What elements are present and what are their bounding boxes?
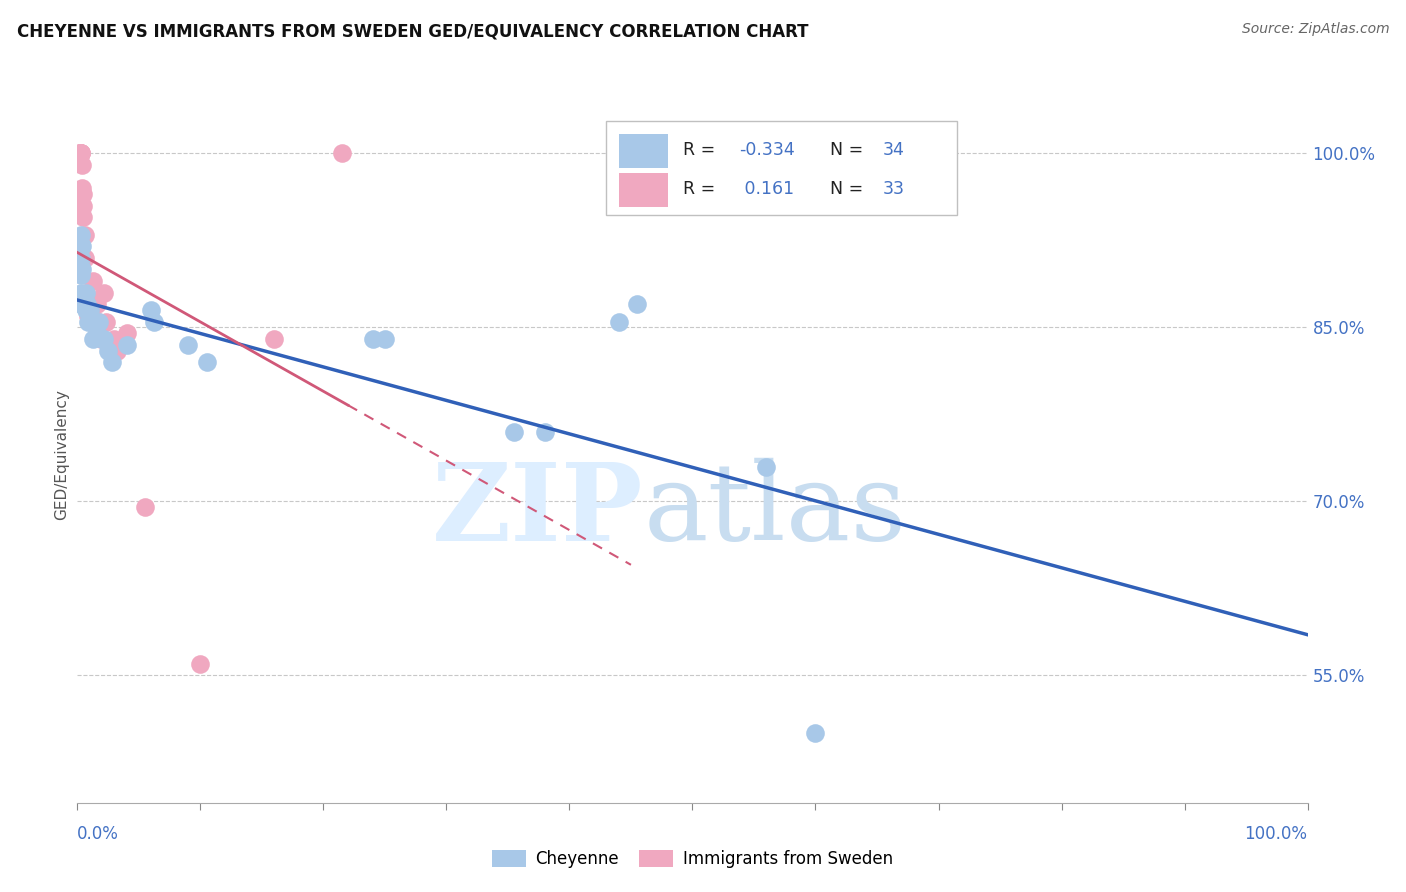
Text: -0.334: -0.334 bbox=[740, 141, 794, 159]
Point bbox=[70, 227, 93, 242]
Point bbox=[330, 146, 353, 161]
Point bbox=[195, 355, 218, 369]
Text: 100.0%: 100.0% bbox=[1244, 825, 1308, 843]
Point bbox=[134, 500, 156, 514]
Point bbox=[75, 285, 97, 300]
Text: CHEYENNE VS IMMIGRANTS FROM SWEDEN GED/EQUIVALENCY CORRELATION CHART: CHEYENNE VS IMMIGRANTS FROM SWEDEN GED/E… bbox=[17, 22, 808, 40]
Text: Source: ZipAtlas.com: Source: ZipAtlas.com bbox=[1241, 22, 1389, 37]
Point bbox=[361, 332, 384, 346]
Point bbox=[84, 315, 107, 329]
Text: R =: R = bbox=[683, 141, 720, 159]
Text: ZIP: ZIP bbox=[432, 458, 644, 564]
Point bbox=[115, 326, 138, 341]
Point bbox=[80, 315, 103, 329]
Point bbox=[503, 425, 526, 439]
Legend: Cheyenne, Immigrants from Sweden: Cheyenne, Immigrants from Sweden bbox=[485, 843, 900, 874]
Point bbox=[82, 315, 104, 329]
Point bbox=[77, 309, 100, 323]
Point bbox=[94, 315, 117, 329]
Point bbox=[115, 338, 138, 352]
Point bbox=[142, 315, 165, 329]
Point bbox=[70, 285, 93, 300]
Point bbox=[69, 146, 91, 161]
Point bbox=[70, 268, 93, 282]
Text: N =: N = bbox=[831, 180, 869, 198]
FancyBboxPatch shape bbox=[606, 121, 957, 215]
Point bbox=[70, 158, 93, 172]
Point bbox=[83, 297, 105, 311]
Text: R =: R = bbox=[683, 180, 720, 198]
Point bbox=[76, 291, 98, 305]
Point bbox=[93, 285, 115, 300]
Text: 0.0%: 0.0% bbox=[77, 825, 120, 843]
Point bbox=[804, 726, 827, 740]
Point bbox=[607, 315, 630, 329]
Point bbox=[70, 239, 93, 253]
Point bbox=[69, 146, 91, 161]
Point bbox=[82, 332, 104, 346]
Point bbox=[90, 332, 114, 346]
FancyBboxPatch shape bbox=[619, 173, 668, 207]
Point bbox=[72, 187, 94, 202]
Point bbox=[70, 146, 93, 161]
Point bbox=[70, 181, 93, 195]
Point bbox=[75, 303, 97, 318]
Point bbox=[82, 274, 104, 288]
Point bbox=[70, 251, 93, 265]
Point bbox=[534, 425, 557, 439]
Point bbox=[73, 227, 96, 242]
Point bbox=[72, 211, 94, 225]
Point bbox=[72, 199, 94, 213]
Point bbox=[141, 303, 163, 318]
Point bbox=[79, 303, 101, 318]
Point bbox=[101, 355, 124, 369]
Y-axis label: GED/Equivalency: GED/Equivalency bbox=[53, 390, 69, 520]
Point bbox=[97, 343, 120, 358]
Point bbox=[70, 146, 93, 161]
Point bbox=[77, 315, 100, 329]
Point bbox=[76, 297, 98, 311]
Point bbox=[177, 338, 200, 352]
FancyBboxPatch shape bbox=[619, 134, 668, 168]
Point bbox=[626, 297, 648, 311]
Text: N =: N = bbox=[831, 141, 869, 159]
Point bbox=[89, 315, 111, 329]
Point bbox=[105, 343, 128, 358]
Text: 33: 33 bbox=[883, 180, 905, 198]
Point bbox=[75, 285, 97, 300]
Point bbox=[79, 303, 101, 318]
Point bbox=[70, 146, 93, 161]
Point bbox=[69, 146, 91, 161]
Point bbox=[93, 332, 115, 346]
Point bbox=[69, 146, 91, 161]
Point bbox=[103, 332, 125, 346]
Point bbox=[374, 332, 396, 346]
Point bbox=[70, 262, 93, 277]
Point bbox=[86, 297, 108, 311]
Text: 34: 34 bbox=[883, 141, 905, 159]
Point bbox=[90, 332, 112, 346]
Point bbox=[755, 459, 778, 474]
Point bbox=[70, 297, 93, 311]
Point bbox=[263, 332, 285, 346]
Text: atlas: atlas bbox=[644, 458, 907, 563]
Text: 0.161: 0.161 bbox=[740, 180, 794, 198]
Point bbox=[73, 251, 96, 265]
Point bbox=[89, 315, 111, 329]
Point bbox=[188, 657, 212, 671]
Point bbox=[86, 326, 108, 341]
